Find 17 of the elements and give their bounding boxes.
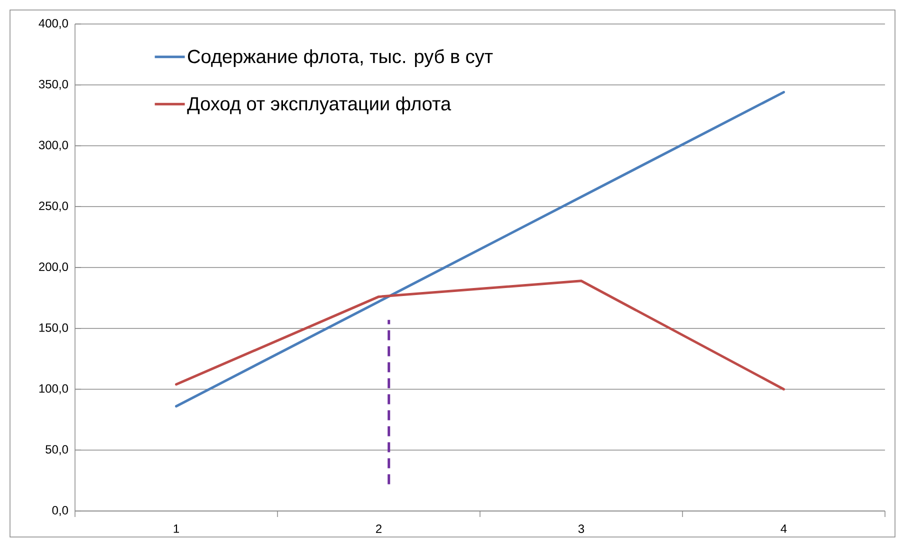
line-series bbox=[175, 90, 785, 408]
y-tick-label: 400,0 bbox=[38, 19, 68, 29]
legend-label: Содержание флота, тыс. руб в сут bbox=[188, 49, 493, 67]
y-tick-label: 50,0 bbox=[46, 445, 68, 456]
y-tick-label: 0,0 bbox=[52, 506, 68, 516]
line-series bbox=[175, 280, 785, 390]
y-tick-label: 300,0 bbox=[38, 140, 68, 151]
legend-label: Доход от эксплуатации флота bbox=[187, 96, 452, 114]
x-tick-label: 2 bbox=[376, 524, 382, 533]
x-tick-label: 3 bbox=[578, 524, 584, 534]
y-tick-label: 150,0 bbox=[39, 323, 68, 334]
y-tick-label: 200,0 bbox=[39, 262, 68, 272]
y-tick-label: 100,0 bbox=[39, 384, 68, 394]
y-tick-label: 250,0 bbox=[39, 202, 68, 212]
x-tick-label: 4 bbox=[780, 524, 787, 533]
x-tick-label: 1 bbox=[174, 524, 180, 533]
y-tick-label: 350,0 bbox=[38, 80, 68, 90]
